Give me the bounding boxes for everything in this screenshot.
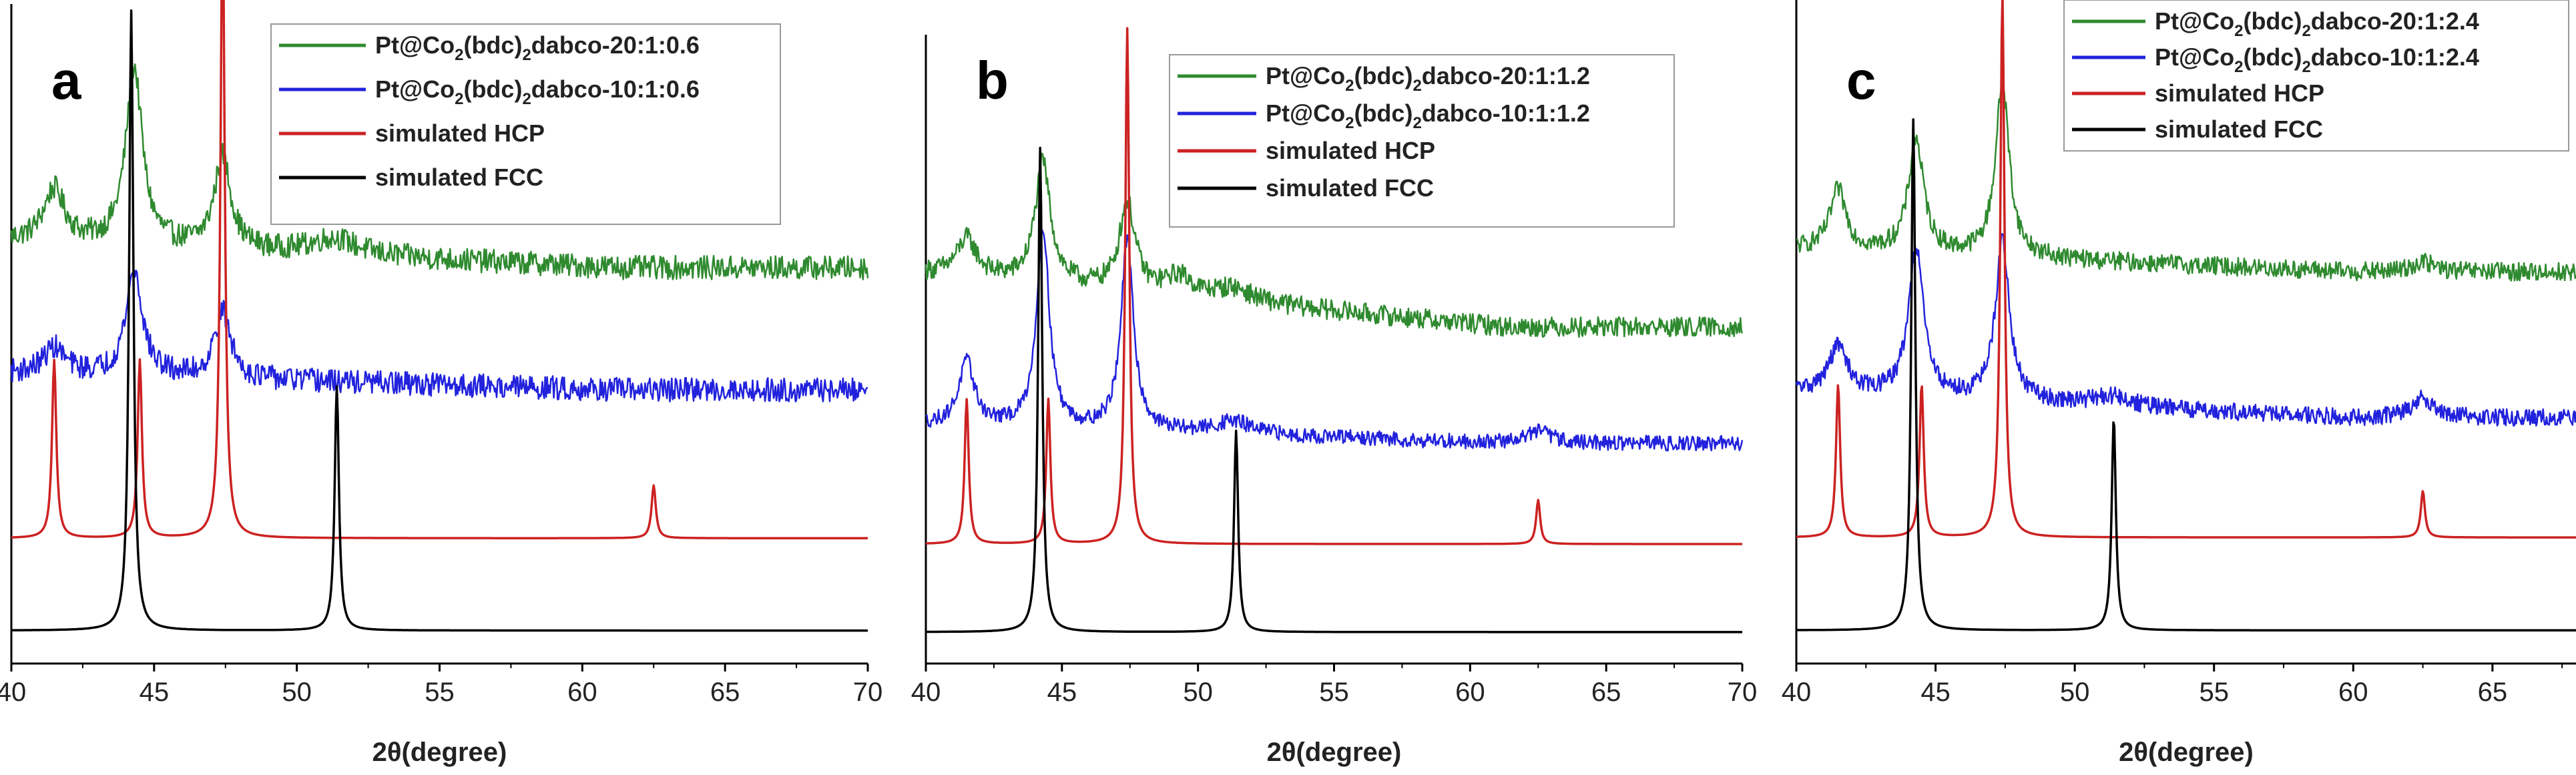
series-line-simulated-hcp [1796, 0, 2576, 539]
series-line-pt-co2-bdc-2dabco-10-1-0-6 [10, 269, 868, 403]
legend: Pt@Co2(bdc)2dabco-20:1:1.2 Pt@Co2(bdc)2da… [1169, 54, 1675, 228]
series-line-simulated-hcp [11, 0, 868, 539]
series-line-pt-co2-bdc-2dabco-10-1-1-2 [925, 229, 1744, 452]
x-axis-title: 2θ(degree) [2119, 738, 2254, 767]
series-line-pt-co2-bdc-2dabco-10-1-2-4 [1795, 233, 2576, 427]
legend-label: simulated HCP [375, 119, 545, 147]
series-line-pt-co2-bdc-2dabco-20-1-1-2 [925, 152, 1744, 338]
x-tick-label: 55 [2199, 678, 2229, 707]
legend-label: simulated HCP [1266, 137, 1435, 164]
panel-c: 40 45 50 55 60 65 2θ(degree) c Pt@Co2(bdc)2dabco… [1782, 0, 2576, 767]
legend-label: simulated FCC [375, 164, 543, 191]
series-line-pt-co2-bdc-2dabco-20-1-2-4 [1796, 81, 2576, 282]
panel-a: 40 45 50 55 60 65 70 2θ(degree) a Pt@Co2(bdc)2dab… [0, 0, 882, 767]
legend-label: simulated FCC [1266, 174, 1434, 202]
legend-label: Pt@Co2(bdc)2dabco-20:1:1.2 [1266, 62, 1590, 95]
panel-b: 40 45 50 55 60 65 70 2θ(degree) b Pt@Co2(bdc)2dab… [911, 27, 1758, 767]
x-axis-title: 2θ(degree) [372, 738, 507, 767]
legend-label: Pt@Co2(bdc)2dabco-20:1:0.6 [375, 31, 700, 64]
legend-box [270, 23, 781, 225]
series-line-simulated-fcc [925, 146, 1743, 633]
x-tick-label: 40 [911, 678, 941, 707]
legend-label: Pt@Co2(bdc)2dabco-10:1:0.6 [375, 75, 700, 108]
x-tick-label: 60 [1455, 678, 1485, 707]
x-tick-label: 55 [425, 678, 455, 707]
x-tick-label: 55 [1319, 678, 1349, 707]
series-line-simulated-fcc [1796, 118, 2576, 632]
x-tick-label: 45 [1920, 678, 1951, 707]
legend-box [1169, 54, 1675, 228]
x-tick-label: 50 [1183, 678, 1213, 707]
x-tick-label: 65 [2478, 678, 2508, 707]
legend: Pt@Co2(bdc)2dabco-20:1:0.6 Pt@Co2(bdc)2da… [270, 23, 781, 225]
series-line-simulated-fcc [11, 9, 868, 632]
legend-label: simulated FCC [2155, 115, 2323, 143]
x-tick-label: 40 [0, 678, 26, 707]
panel-letter: b [976, 51, 1009, 110]
legend-label: Pt@Co2(bdc)2dabco-20:1:2.4 [2155, 7, 2479, 40]
legend-label: simulated HCP [2155, 79, 2324, 107]
legend-label: Pt@Co2(bdc)2dabco-10:1:2.4 [2155, 43, 2479, 76]
series-line-pt-co2-bdc-2dabco-20-1-0-6 [10, 62, 869, 280]
x-tick-label: 60 [2338, 678, 2368, 707]
panel-letter: a [51, 51, 81, 110]
x-axis-title: 2θ(degree) [1267, 738, 1402, 767]
x-tick-label: 60 [567, 678, 597, 707]
x-tick-label: 40 [1782, 678, 1812, 707]
x-tick-label: 65 [710, 678, 740, 707]
x-tick-label: 45 [140, 678, 170, 707]
legend-box [2063, 0, 2569, 152]
x-tick-label: 70 [1728, 678, 1758, 707]
x-tick-label: 45 [1047, 678, 1077, 707]
x-tick-label: 70 [853, 678, 883, 707]
panel-letter: c [1846, 51, 1876, 110]
x-tick-label: 50 [2060, 678, 2090, 707]
series-line-simulated-hcp [925, 27, 1743, 545]
x-tick-label: 65 [1591, 678, 1621, 707]
x-tick-label: 50 [282, 678, 312, 707]
legend: Pt@Co2(bdc)2dabco-20:1:2.4Pt@Co2(bdc)2da… [2063, 0, 2569, 152]
legend-label: Pt@Co2(bdc)2dabco-10:1:1.2 [1266, 99, 1590, 132]
